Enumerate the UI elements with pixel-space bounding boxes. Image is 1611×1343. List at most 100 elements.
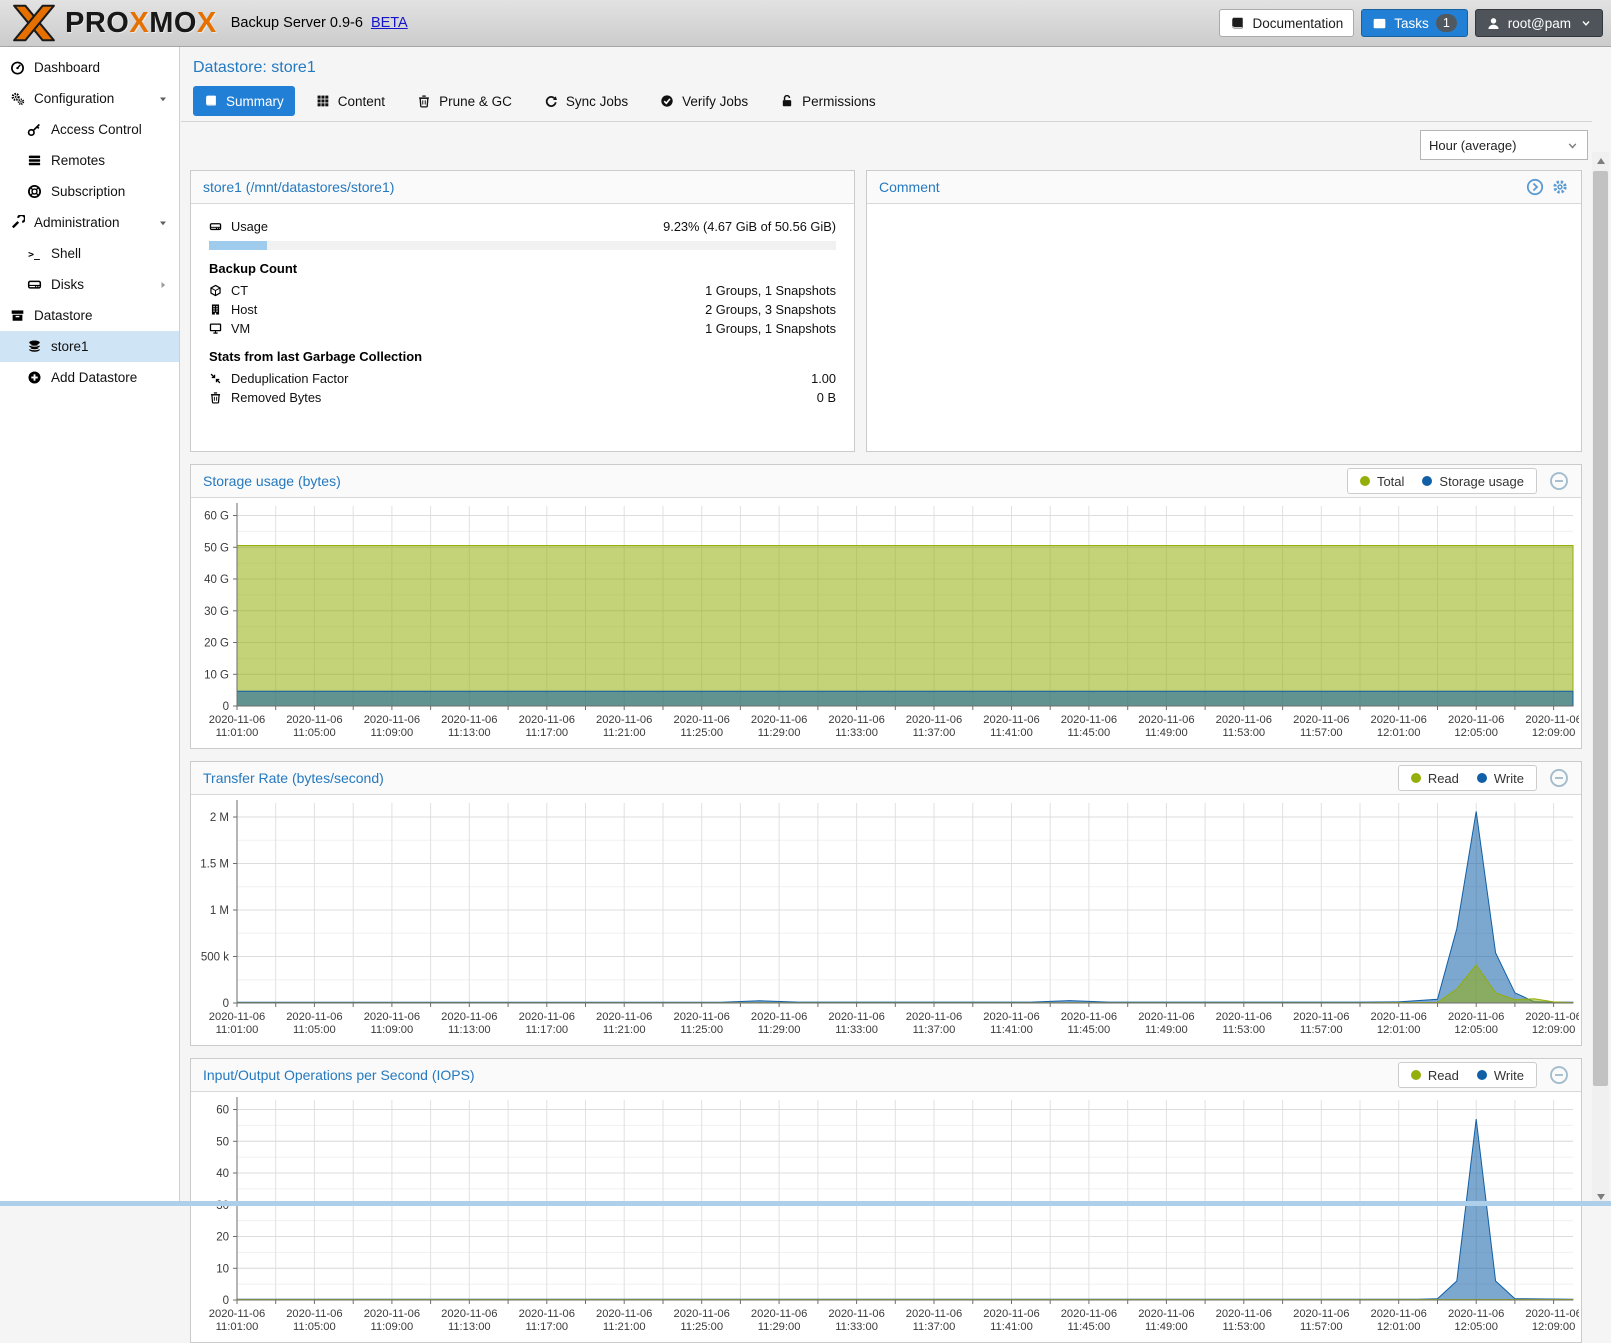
svg-text:11:09:00: 11:09:00 [371,1024,414,1036]
chart-legend: Read Write [1397,1062,1537,1088]
documentation-button[interactable]: Documentation [1219,9,1355,37]
svg-text:12:05:00: 12:05:00 [1454,727,1498,739]
svg-text:11:57:00: 11:57:00 [1300,727,1343,739]
svg-text:2020-11-06: 2020-11-06 [1293,1308,1349,1320]
chart-canvas: 010 G20 G30 G40 G50 G60 G2020-11-0611:01… [204,503,1579,739]
tab-summary[interactable]: Summary [193,86,295,116]
svg-text:2020-11-06: 2020-11-06 [364,1308,420,1320]
svg-text:11:01:00: 11:01:00 [216,1321,259,1333]
sidebar-item-remotes[interactable]: Remotes [0,145,179,176]
svg-text:2020-11-06: 2020-11-06 [1525,714,1579,726]
scrollbar-thumb[interactable] [1593,171,1608,1086]
panel-title: Storage usage (bytes) [203,473,341,489]
circle-chevron-right-icon[interactable] [1526,178,1544,196]
sidebar-item-disks[interactable]: Disks [0,269,179,300]
svg-text:2020-11-06: 2020-11-06 [519,1308,575,1320]
sidebar-item-datastore[interactable]: Datastore [0,300,179,331]
legend-item[interactable]: Read [1410,1068,1459,1083]
comment-body[interactable] [867,204,1581,230]
chart-canvas: 01020304050602020-11-0611:01:002020-11-0… [209,1097,1579,1333]
svg-text:12:01:00: 12:01:00 [1377,1321,1421,1333]
svg-text:2020-11-06: 2020-11-06 [828,1308,884,1320]
collapse-caret-icon[interactable] [157,93,169,105]
database-icon [27,339,42,354]
storage-usage-chart: 0 10 G 20 G 30 G 40 G 50 G 60 G 2020-11-06 11:01… [191,498,1581,748]
legend-item[interactable]: Storage usage [1422,474,1524,489]
sidebar-item-shell[interactable]: >_ Shell [28,246,82,261]
tabbar: Summary Content Prune & GC Sync Jobs Ver… [181,86,1592,122]
svg-text:1 M: 1 M [210,905,229,917]
sidebar-item-dashboard[interactable]: Dashboard [0,52,179,83]
legend-item[interactable]: Total [1359,474,1404,489]
transfer-rate-chart-panel: Transfer Rate (bytes/second) Read Write 0… [190,761,1582,1046]
svg-text:12:05:00: 12:05:00 [1454,1321,1498,1333]
dedup-factor-row: Deduplication Factor 1.00 [209,369,836,388]
svg-text:12:09:00: 12:09:00 [1532,727,1576,739]
svg-text:0: 0 [223,1295,229,1307]
collapse-chart-icon[interactable] [1549,471,1569,491]
legend-item[interactable]: Read [1410,771,1459,786]
wrench-icon [10,214,26,230]
collapse-chart-icon[interactable] [1549,768,1569,788]
svg-text:2020-11-06: 2020-11-06 [1138,714,1194,726]
vertical-scrollbar[interactable] [1592,152,1609,1206]
gear-icon[interactable] [1551,178,1569,196]
collapse-caret-icon[interactable] [157,217,169,229]
sidebar-item-administration[interactable]: Administration [0,207,179,238]
svg-text:11:17:00: 11:17:00 [525,727,568,739]
compress-icon [209,372,222,385]
svg-text:2020-11-06: 2020-11-06 [1138,1308,1194,1320]
sidebar-item-subscription[interactable]: Subscription [0,176,179,207]
user-menu-button[interactable]: root@pam [1474,9,1603,37]
svg-text:60: 60 [216,1105,229,1117]
svg-text:11:53:00: 11:53:00 [1222,1024,1265,1036]
ct-count-row: CT 1 Groups, 1 Snapshots [209,281,836,300]
sidebar-item-add-datastore[interactable]: Add Datastore [0,362,179,393]
svg-text:11:21:00: 11:21:00 [603,1321,646,1333]
panel-header: Comment [867,171,1581,204]
svg-text:2020-11-06: 2020-11-06 [673,1011,729,1023]
svg-text:12:05:00: 12:05:00 [1454,1024,1498,1036]
tab-prune-gc[interactable]: Prune & GC [406,86,523,116]
gauge-icon [10,60,25,75]
svg-text:2020-11-06: 2020-11-06 [286,714,342,726]
panel-title: Transfer Rate (bytes/second) [203,770,384,786]
svg-text:2020-11-06: 2020-11-06 [1293,1011,1349,1023]
timeframe-select[interactable]: Hour (average) [1420,130,1588,160]
legend-item[interactable]: Write [1476,771,1524,786]
svg-text:11:01:00: 11:01:00 [216,727,259,739]
expand-caret-icon[interactable] [157,279,169,291]
svg-text:2020-11-06: 2020-11-06 [596,714,652,726]
tab-sync-jobs[interactable]: Sync Jobs [533,86,639,116]
svg-text:1.5 M: 1.5 M [200,859,229,871]
usage-row: Usage 9.23% (4.67 GiB of 50.56 GiB) [209,217,836,236]
scroll-up-button[interactable] [1592,153,1609,169]
panel-header: store1 (/mnt/datastores/store1) [191,171,854,204]
svg-text:2020-11-06: 2020-11-06 [1293,714,1349,726]
beta-link[interactable]: BETA [370,15,408,31]
collapse-chart-icon[interactable] [1549,1065,1569,1085]
svg-text:11:37:00: 11:37:00 [913,727,956,739]
tab-content[interactable]: Content [305,86,396,116]
scroll-down-button[interactable] [1592,1189,1609,1205]
svg-text:2020-11-06: 2020-11-06 [519,1011,575,1023]
svg-text:2020-11-06: 2020-11-06 [441,1011,497,1023]
svg-text:2020-11-06: 2020-11-06 [1216,714,1272,726]
sidebar-item-access-control[interactable]: Access Control [0,114,179,145]
legend-label: Write [1493,1067,1524,1083]
svg-text:10: 10 [216,1263,229,1275]
tasks-button[interactable]: Tasks 1 [1361,9,1468,37]
tab-verify-jobs[interactable]: Verify Jobs [649,86,759,116]
svg-text:2020-11-06: 2020-11-06 [751,714,807,726]
sidebar-item-store1[interactable]: store1 [0,331,179,362]
legend-item[interactable]: Write [1476,1067,1524,1083]
svg-text:11:09:00: 11:09:00 [371,727,414,739]
legend-dot [1476,773,1487,783]
svg-text:2020-11-06: 2020-11-06 [1061,1308,1117,1320]
tab-permissions[interactable]: Permissions [769,86,887,116]
sidebar-item-configuration[interactable]: Configuration [0,83,179,114]
chart-legend: Total Storage usage [1346,468,1537,494]
svg-text:2020-11-06: 2020-11-06 [983,1011,1039,1023]
svg-text:2020-11-06: 2020-11-06 [1448,1308,1504,1320]
svg-text:11:49:00: 11:49:00 [1145,1024,1188,1036]
